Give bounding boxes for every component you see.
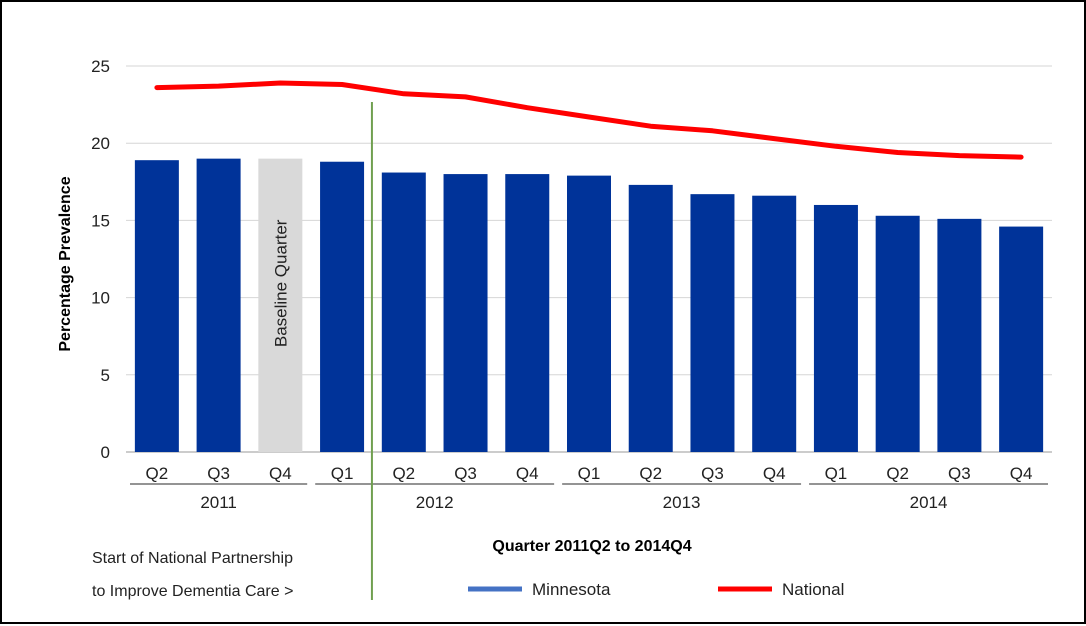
legend-national-label: National [782, 580, 844, 599]
minnesota-bar [937, 218, 982, 452]
x-tick-label: Q1 [331, 464, 354, 483]
x-tick-label: Q4 [1010, 464, 1033, 483]
minnesota-bar [381, 172, 426, 452]
minnesota-bar [196, 158, 241, 452]
x-tick-label: Q3 [948, 464, 971, 483]
year-label: 2014 [910, 493, 948, 512]
y-tick-label: 5 [101, 366, 110, 385]
x-tick-label: Q4 [516, 464, 539, 483]
minnesota-bar [690, 194, 735, 453]
y-tick-labels: 0 5 10 15 20 25 [91, 57, 110, 462]
y-tick-label: 15 [91, 211, 110, 230]
x-tick-label: Q2 [639, 464, 662, 483]
y-tick-label: 10 [91, 289, 110, 308]
minnesota-bar [875, 215, 920, 452]
minnesota-bar [567, 175, 611, 452]
minnesota-bar [752, 195, 797, 453]
x-tick-label: Q1 [578, 464, 601, 483]
x-tick-label: Q3 [454, 464, 477, 483]
minnesota-bar [813, 204, 858, 452]
y-tick-label: 0 [101, 443, 110, 462]
y-tick-label: 25 [91, 57, 110, 76]
partnership-note-line1: Start of National Partnership [92, 550, 293, 567]
x-tick-label: Q2 [146, 464, 169, 483]
partnership-note-line2: to Improve Dementia Care > [92, 583, 293, 600]
legend: Minnesota National [468, 580, 844, 599]
x-axis: Q2 Q3 Q4 Q1 Q2 Q3 Q4 Q1 Q2 Q3 Q4 Q1 Q2 Q3 Q4 2011 2012 20… [130, 464, 1048, 512]
x-tick-label: Q2 [392, 464, 415, 483]
baseline-quarter-label: Baseline Quarter [271, 219, 290, 347]
x-axis-title: Quarter 2011Q2 to 2014Q4 [492, 538, 691, 555]
x-tick-label: Q3 [207, 464, 230, 483]
x-tick-label: Q3 [701, 464, 724, 483]
y-tick-label: 20 [91, 134, 110, 153]
legend-minnesota-label: Minnesota [532, 580, 611, 599]
minnesota-bar [134, 160, 179, 452]
national-series-line [154, 80, 1024, 160]
minnesota-bar [443, 174, 488, 452]
x-tick-label: Q4 [269, 464, 292, 483]
year-label: 2012 [416, 493, 454, 512]
x-tick-label: Q4 [763, 464, 786, 483]
bars: Baseline Quarter [134, 158, 1044, 453]
x-tick-label: Q2 [886, 464, 909, 483]
year-label: 2013 [663, 493, 701, 512]
year-label: 2011 [200, 493, 237, 512]
minnesota-bar [628, 184, 673, 452]
y-axis-title: Percentage Prevalence [57, 176, 74, 351]
minnesota-bar [505, 174, 550, 452]
national-line [154, 80, 1024, 160]
minnesota-bar [320, 161, 365, 452]
x-tick-label: Q1 [825, 464, 848, 483]
baseline-bar [258, 158, 303, 452]
minnesota-bar [999, 226, 1044, 452]
